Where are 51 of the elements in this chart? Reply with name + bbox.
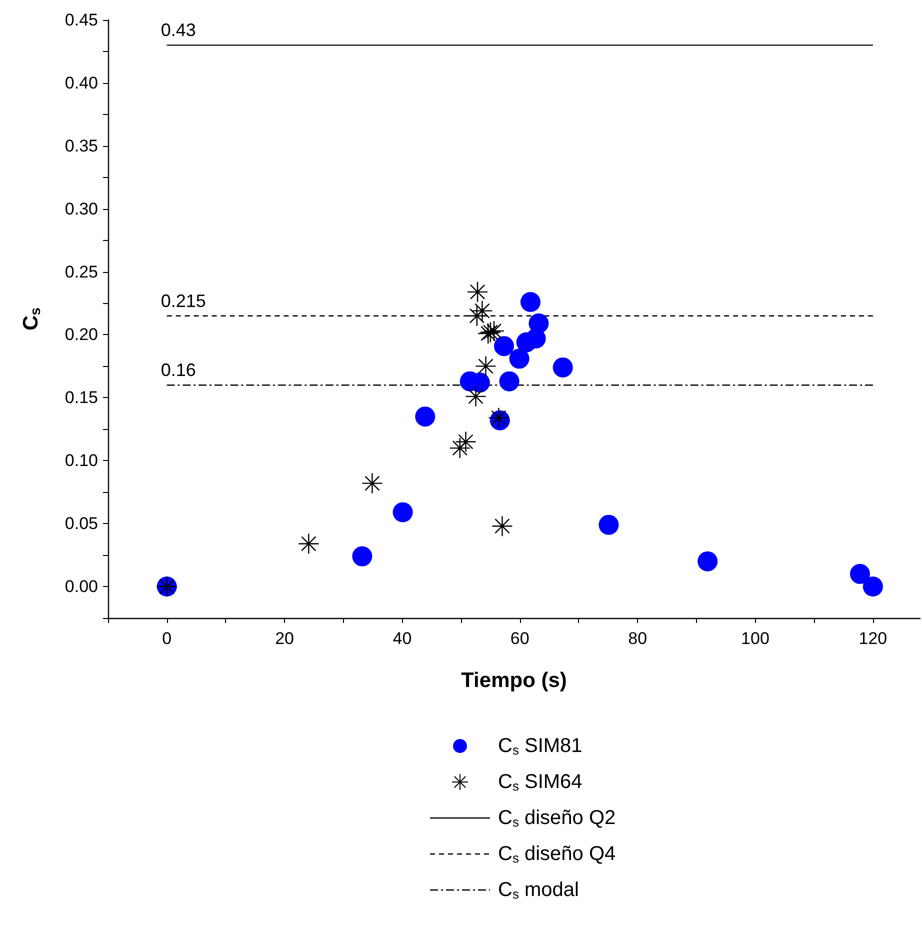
point [520,292,540,312]
y-tick-label: 0.45 [64,10,98,30]
y-tick-label: 0.00 [64,577,98,596]
legend-label: Cs diseño Q4 [498,843,616,866]
point [494,336,514,356]
point [552,357,573,378]
x-tick-label: 20 [275,629,294,648]
point [449,437,470,459]
legend-label: Cs SIM81 [498,735,582,758]
y-tick-label: 0.10 [64,451,98,470]
annotation: 0.215 [160,290,206,311]
point [352,546,372,566]
y-tick-label: 0.30 [64,199,98,218]
y-tick-label: 0.40 [64,73,98,92]
point [466,281,488,303]
point [415,406,436,427]
point [492,515,513,537]
y-axis-title: Cs [20,307,43,330]
y-tick-label: 0.25 [64,262,98,282]
x-tick-label: 0 [162,629,172,648]
point [698,551,718,572]
point [298,533,320,554]
x-tick-label: 80 [628,629,648,648]
legend-label: Cs SIM64 [498,771,582,794]
point [362,472,383,494]
annotation: 0.43 [160,20,196,40]
annotation: 0.16 [160,360,196,380]
point [528,313,549,334]
y-tick-label: 0.35 [64,136,98,156]
point [862,576,883,597]
point [483,320,505,342]
x-tick-label: 120 [858,629,888,648]
point [850,564,870,584]
point [465,386,486,408]
point [598,514,619,535]
x-tick-label: 100 [741,629,770,648]
y-tick-label: 0.05 [64,514,98,534]
y-tick-label: 0.15 [64,388,98,408]
y-tick-label: 0.20 [64,325,98,344]
x-tick-label: 40 [392,629,412,648]
point [455,431,476,452]
legend-label: Cs modal [498,879,579,902]
point [392,502,413,522]
point [466,305,488,326]
x-tick-label: 60 [510,629,530,648]
point [475,356,496,377]
x-axis-title: Tiempo (s) [461,669,567,692]
point [472,300,493,322]
point [499,371,520,392]
legend-label: Cs diseño Q2 [498,807,616,830]
point [509,348,530,369]
